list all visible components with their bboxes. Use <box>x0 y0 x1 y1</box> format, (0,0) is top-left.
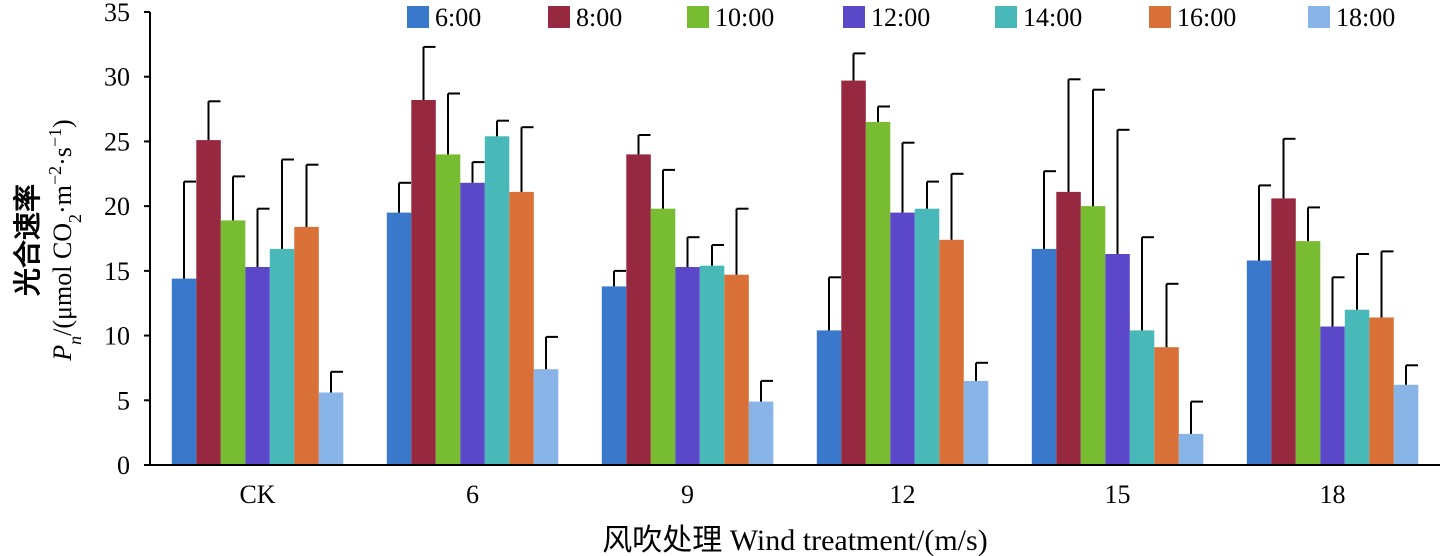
bar-600-9 <box>601 286 627 465</box>
bar-1200-18 <box>1320 326 1345 465</box>
x-category-label: 6 <box>466 480 479 509</box>
y-label-p: P <box>48 345 77 362</box>
bar-600-15 <box>1031 248 1057 465</box>
bar-1000-9 <box>650 208 676 465</box>
bar-800-CK <box>196 140 221 465</box>
legend-label-1200: 12:00 <box>871 3 930 32</box>
legend-label-800: 8:00 <box>576 3 622 32</box>
bar-800-9 <box>626 154 651 465</box>
x-category-label: 18 <box>1320 480 1346 509</box>
y-label-sup-b: −1 <box>45 128 65 147</box>
y-tick-label: 15 <box>104 257 130 286</box>
bar-600-18 <box>1246 260 1272 465</box>
x-category-label: 15 <box>1105 480 1131 509</box>
bar-1200-9 <box>675 267 700 465</box>
bar-1800-CK <box>318 392 344 465</box>
x-axis-label: 风吹处理 Wind treatment/(m/s) <box>602 524 987 556</box>
bar-1600-6 <box>509 191 534 465</box>
bar-1200-6 <box>460 182 485 466</box>
bar-1800-6 <box>533 369 559 465</box>
legend-swatch-1600 <box>1149 6 1171 28</box>
y-tick-label: 30 <box>104 63 130 92</box>
legend-label-1000: 10:00 <box>715 3 774 32</box>
legend-swatch-1200 <box>843 6 865 28</box>
y-tick-label: 0 <box>117 451 130 480</box>
bar-1800-9 <box>748 401 774 465</box>
legend-swatch-1400 <box>995 6 1017 28</box>
bar-1600-12 <box>939 239 964 465</box>
bar-1400-18 <box>1344 309 1370 465</box>
y-label-unit-c: ·s <box>48 147 77 166</box>
y-label-unit-a: /(μmol CO <box>48 223 77 336</box>
bar-800-6 <box>411 100 436 465</box>
bar-800-15 <box>1056 191 1081 465</box>
legend-swatch-1000 <box>687 6 709 28</box>
y-axis-label-chinese: 光合速率 <box>11 184 44 297</box>
x-category-label: 12 <box>890 480 916 509</box>
y-label-sup-a: −2 <box>45 166 65 185</box>
legend-label-1800: 18:00 <box>1336 3 1395 32</box>
bar-1800-15 <box>1178 433 1204 465</box>
y-label-n: n <box>65 336 85 345</box>
bar-1200-15 <box>1105 254 1130 465</box>
bar-1200-CK <box>245 267 270 465</box>
y-tick-label: 35 <box>104 0 130 27</box>
legend: 6:00 8:00 10:00 12:00 14:00 16:00 18:00 <box>407 3 1395 32</box>
x-category-label: 9 <box>681 480 694 509</box>
bar-1400-9 <box>699 265 725 465</box>
x-categories: CK 6 9 12 15 18 <box>239 480 1345 509</box>
bar-1000-6 <box>435 154 461 465</box>
y-tick-label: 10 <box>104 322 130 351</box>
bar-1800-12 <box>963 380 989 465</box>
bar-1000-12 <box>865 122 891 465</box>
y-tick-label: 20 <box>104 192 130 221</box>
legend-swatch-600 <box>407 6 429 28</box>
bar-800-12 <box>841 80 866 465</box>
legend-swatch-800 <box>548 6 570 28</box>
bar-1600-18 <box>1369 317 1394 465</box>
legend-label-600: 6:00 <box>435 3 481 32</box>
bar-1000-CK <box>220 220 246 465</box>
bar-1400-6 <box>484 136 510 466</box>
bar-1800-18 <box>1393 384 1419 465</box>
bar-1000-18 <box>1295 241 1321 465</box>
bar-800-18 <box>1271 198 1296 465</box>
bar-600-12 <box>816 330 842 465</box>
bar-600-6 <box>386 212 412 465</box>
y-label-unit-b: ·m <box>48 185 77 214</box>
y-tick-label: 5 <box>117 386 130 415</box>
legend-label-1600: 16:00 <box>1177 3 1236 32</box>
bar-1400-12 <box>914 208 940 465</box>
bar-1400-15 <box>1129 330 1155 465</box>
bar-1200-12 <box>890 212 915 465</box>
legend-label-1400: 14:00 <box>1023 3 1082 32</box>
bar-1600-15 <box>1154 347 1179 465</box>
plot-area <box>171 45 1419 466</box>
y-label-unit-d: ) <box>48 119 77 128</box>
bar-1600-9 <box>724 274 749 465</box>
bar-600-CK <box>171 278 197 465</box>
bar-1600-CK <box>294 226 319 465</box>
x-category-label: CK <box>239 480 275 509</box>
y-label-sub-2: 2 <box>65 214 85 223</box>
legend-swatch-1800 <box>1308 6 1330 28</box>
y-axis-label-units: Pn/(μmol CO2·m−2·s−1) <box>45 119 85 361</box>
y-tick-label: 25 <box>104 127 130 156</box>
bar-1400-CK <box>269 248 295 465</box>
y-axis-label: 光合速率 Pn/(μmol CO2·m−2·s−1) <box>11 119 85 361</box>
bar-1000-15 <box>1080 206 1106 465</box>
y-ticks: 0 5 10 15 20 25 30 35 <box>104 0 150 480</box>
